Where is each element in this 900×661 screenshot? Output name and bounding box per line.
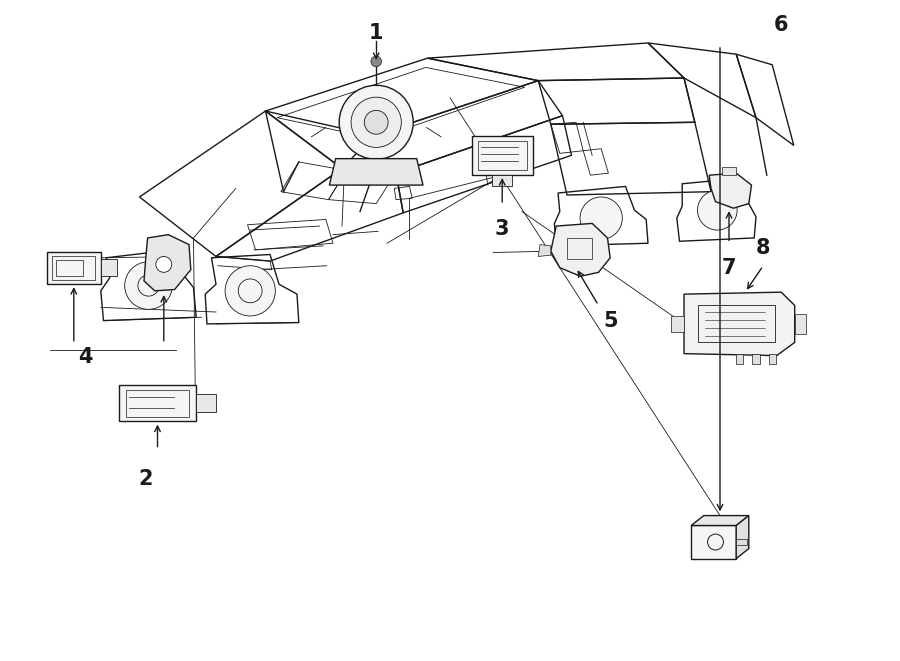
Circle shape (125, 262, 172, 309)
Circle shape (225, 266, 275, 316)
Text: 8: 8 (756, 238, 770, 258)
Circle shape (364, 110, 388, 134)
Polygon shape (684, 292, 795, 356)
Text: 5: 5 (603, 311, 617, 330)
Text: 3: 3 (495, 219, 509, 239)
Circle shape (580, 197, 623, 239)
Text: 6: 6 (774, 15, 788, 35)
Polygon shape (752, 354, 760, 364)
Polygon shape (538, 245, 551, 256)
Text: 4: 4 (78, 347, 93, 367)
Polygon shape (795, 314, 806, 334)
Polygon shape (709, 173, 752, 208)
Bar (125, 390, 189, 417)
Circle shape (339, 85, 413, 159)
Polygon shape (671, 316, 684, 332)
Bar (567, 238, 592, 259)
Bar (119, 385, 196, 422)
Polygon shape (144, 235, 191, 291)
Circle shape (351, 97, 401, 147)
Polygon shape (736, 516, 749, 559)
Circle shape (698, 190, 737, 230)
Text: 7: 7 (722, 258, 736, 278)
Polygon shape (722, 167, 736, 175)
Bar (478, 141, 526, 170)
Bar (56, 260, 83, 276)
Bar (47, 252, 101, 284)
Bar (492, 175, 512, 186)
Circle shape (371, 56, 382, 67)
Bar (52, 256, 95, 280)
Polygon shape (736, 354, 743, 364)
Text: 2: 2 (139, 469, 153, 489)
Text: 1: 1 (369, 23, 383, 43)
Bar (196, 394, 216, 412)
Bar (101, 259, 117, 276)
Circle shape (156, 256, 172, 272)
Bar (698, 305, 775, 342)
Polygon shape (736, 539, 747, 545)
Polygon shape (691, 525, 736, 559)
Polygon shape (769, 354, 776, 364)
Polygon shape (551, 223, 610, 276)
Polygon shape (691, 516, 749, 525)
Bar (472, 136, 533, 175)
Polygon shape (329, 159, 423, 185)
